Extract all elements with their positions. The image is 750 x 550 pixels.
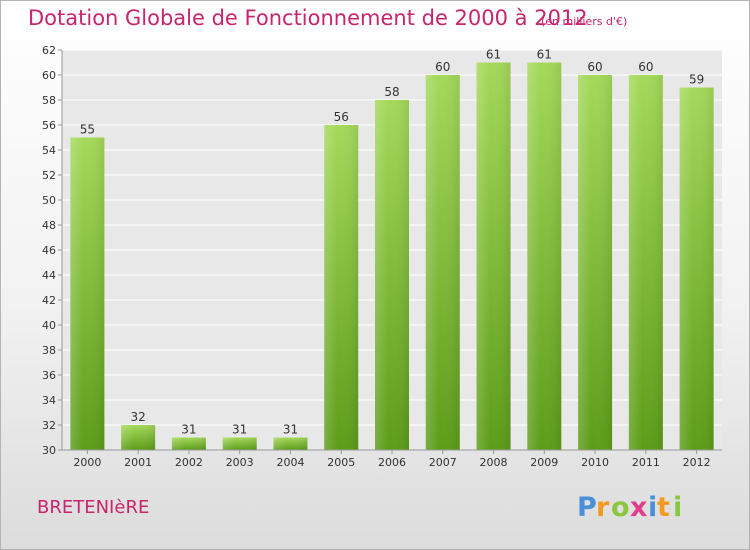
bar-shade-2005 <box>324 125 359 450</box>
x-tick-label: 2004 <box>276 456 304 469</box>
bar-shade-2012 <box>679 87 714 450</box>
x-tick-label: 2006 <box>378 456 406 469</box>
y-tick-label: 52 <box>42 169 56 182</box>
bar-shade-2006 <box>375 100 409 450</box>
x-tick-label: 2003 <box>226 456 254 469</box>
y-tick-label: 42 <box>42 294 56 307</box>
data-label: 60 <box>435 60 450 74</box>
bar-shade-2001 <box>121 425 156 450</box>
data-label: 31 <box>181 423 196 437</box>
x-tick-label: 2002 <box>175 456 203 469</box>
y-tick-label: 54 <box>42 144 56 157</box>
bar-shade-2010 <box>578 75 613 450</box>
y-tick-label: 46 <box>42 244 56 257</box>
svg-text:i: i <box>673 492 682 523</box>
y-tick-label: 50 <box>42 194 56 207</box>
y-tick-label: 38 <box>42 344 56 357</box>
svg-text:o: o <box>611 492 630 523</box>
data-label: 31 <box>283 423 298 437</box>
svg-text:r: r <box>596 492 610 523</box>
y-tick-label: 44 <box>42 269 56 282</box>
x-tick-label: 2000 <box>73 456 101 469</box>
bar-shade-2003 <box>222 437 257 450</box>
y-tick-label: 36 <box>42 369 56 382</box>
data-label: 32 <box>131 410 146 424</box>
svg-text:t: t <box>657 492 670 523</box>
bar-layer: 55 32 31 31 31 56 58 60 61 61 60 60 59 <box>70 48 714 450</box>
bar-shade-2007 <box>425 75 460 450</box>
y-tick-label: 58 <box>42 94 56 107</box>
data-label: 56 <box>334 110 349 124</box>
x-tick-label: 2008 <box>480 456 508 469</box>
bar-shade-2002 <box>171 437 206 450</box>
svg-text:P: P <box>577 492 598 523</box>
y-tick-label: 60 <box>42 69 56 82</box>
y-tick-label: 34 <box>42 394 56 407</box>
x-tick-label: 2007 <box>429 456 457 469</box>
x-tick-label: 2010 <box>581 456 609 469</box>
bar-shade-2004 <box>273 437 308 450</box>
y-tick-label: 32 <box>42 419 56 432</box>
data-label: 58 <box>384 85 399 99</box>
x-tick-label: 2005 <box>327 456 355 469</box>
y-tick-label: 40 <box>42 319 56 332</box>
proxiti-logo: P r o x i t i <box>577 492 682 523</box>
y-tick-label: 30 <box>42 444 56 457</box>
y-tick-label: 56 <box>42 119 56 132</box>
chart-subtitle: (en milliers d'€) <box>541 15 628 28</box>
data-label: 60 <box>587 60 602 74</box>
x-tick-label: 2009 <box>530 456 558 469</box>
bar-shade-2008 <box>476 62 511 450</box>
data-label: 61 <box>537 48 552 62</box>
data-label: 59 <box>689 73 704 87</box>
data-label: 31 <box>232 423 247 437</box>
chart-title: Dotation Globale de Fonctionnement de 20… <box>28 6 588 30</box>
data-label: 61 <box>486 48 501 62</box>
bar-shade-2000 <box>70 137 105 450</box>
axis-layer: 30 32 34 36 38 40 42 44 46 48 50 52 54 56 58 60 62 2000 20… <box>42 44 722 469</box>
svg-text:x: x <box>630 492 647 523</box>
x-tick-label: 2011 <box>632 456 660 469</box>
y-tick-label: 62 <box>42 44 56 57</box>
bar-shade-2011 <box>628 75 663 450</box>
svg-text:i: i <box>648 492 657 523</box>
x-tick-label: 2012 <box>683 456 711 469</box>
bar-shade-2009 <box>527 62 562 450</box>
data-label: 60 <box>638 60 653 74</box>
x-tick-label: 2001 <box>124 456 152 469</box>
commune-name: BRETENIèRE <box>37 497 150 518</box>
data-label: 55 <box>80 123 95 137</box>
y-tick-label: 48 <box>42 219 56 232</box>
